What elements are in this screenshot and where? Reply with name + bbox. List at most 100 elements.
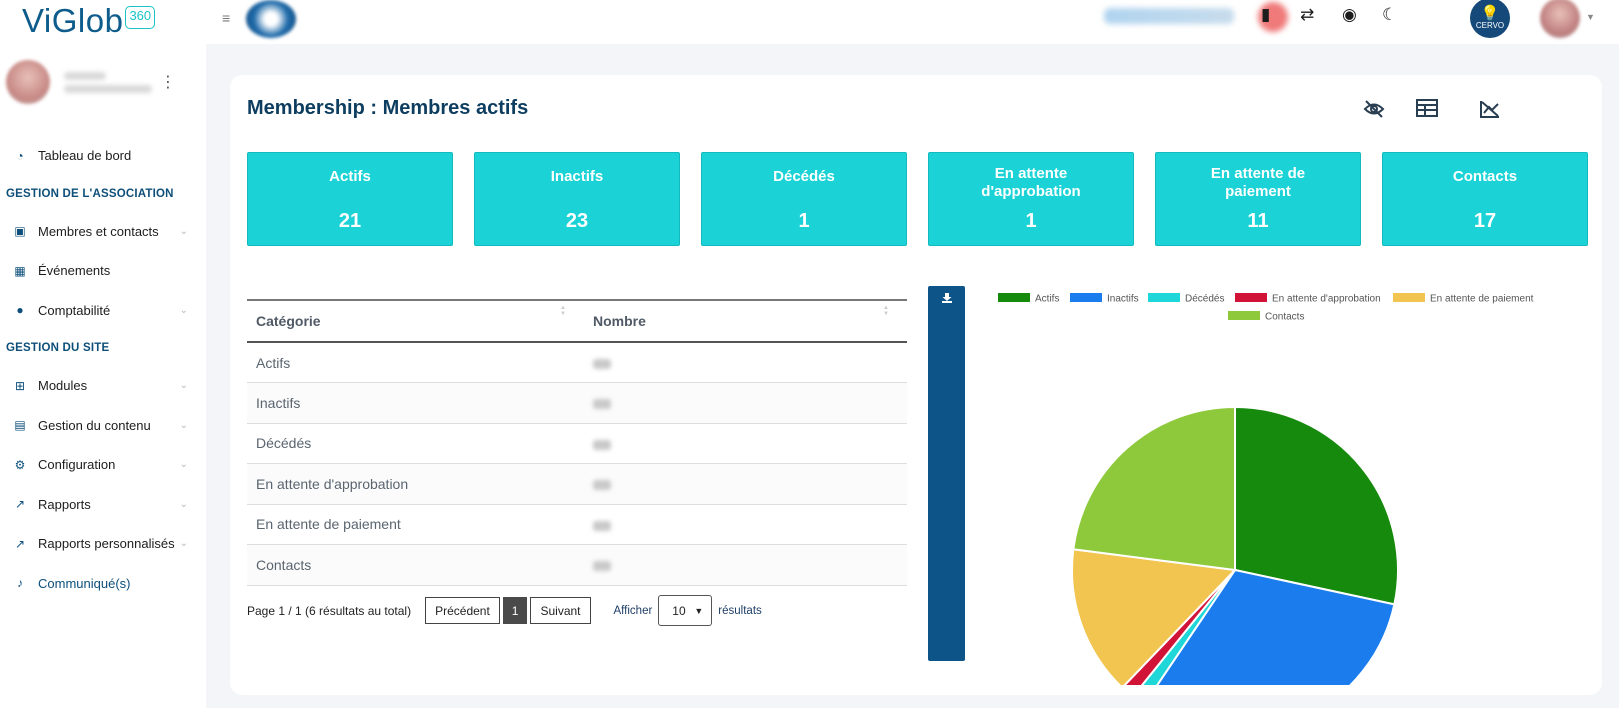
calendar-icon: ▦: [14, 263, 26, 278]
download-icon[interactable]: [928, 292, 965, 307]
category-cell: En attente d'approbation: [247, 463, 584, 505]
table-row[interactable]: Actifs: [247, 342, 907, 383]
kebab-menu-icon[interactable]: ⋮: [160, 74, 176, 91]
pie-slice[interactable]: [1234, 405, 1399, 606]
sidebar-item-label: Gestion du contenu: [38, 417, 151, 433]
legend-item[interactable]: En attente de paiement: [1393, 293, 1534, 305]
current-page-button[interactable]: 1: [502, 597, 528, 624]
bell-icon: ♪: [17, 576, 23, 591]
sidebar-item[interactable]: ◔ Tableau de bord: [0, 136, 206, 176]
stat-card[interactable]: Décédés 1: [701, 152, 907, 246]
table-row[interactable]: Contacts: [247, 544, 907, 586]
stat-label: Inactifs: [550, 168, 604, 185]
sidebar-item[interactable]: ⊞ Modules ⌄: [0, 366, 206, 406]
swap-arrows-icon[interactable]: ⇄: [1300, 5, 1315, 24]
user-profile[interactable]: ⋮: [6, 58, 196, 106]
stat-label: Décédés: [773, 168, 835, 185]
chart-off-icon[interactable]: [1479, 99, 1501, 124]
legend-label: Actifs: [1035, 294, 1059, 305]
stat-card[interactable]: En attente de paiement 11: [1155, 152, 1361, 246]
notification-badge-blurred[interactable]: [1258, 2, 1288, 32]
per-page-select[interactable]: 10 ▼: [658, 595, 713, 626]
count-cell-blurred: [584, 382, 907, 424]
category-cell: Inactifs: [247, 382, 584, 424]
legend-item[interactable]: Inactifs: [1070, 293, 1139, 305]
show-label: Afficher: [613, 604, 653, 617]
address-book-icon: ▣: [14, 224, 26, 239]
stat-card[interactable]: Inactifs 23: [474, 152, 680, 246]
chevron-down-icon[interactable]: ⌄: [179, 225, 188, 237]
sidebar-item-label: Membres et contacts: [38, 223, 159, 239]
table-row[interactable]: En attente d'approbation: [247, 463, 907, 505]
sidebar-section-label: GESTION DU SITE: [6, 342, 110, 354]
eye-icon[interactable]: ◉: [1342, 5, 1357, 24]
chevron-down-icon[interactable]: ⌄: [179, 538, 188, 550]
chevron-down-icon[interactable]: ▼: [1586, 12, 1595, 22]
stat-label: En attente d'approbation: [981, 165, 1081, 200]
legend-item[interactable]: En attente d'approbation: [1235, 293, 1381, 305]
sidebar-item[interactable]: ▦ Événements: [0, 251, 206, 291]
sidebar-item[interactable]: ● Comptabilité ⌄: [0, 291, 206, 331]
stat-label: En attente de paiement: [1210, 165, 1306, 200]
logo-badge: 360: [125, 5, 156, 29]
next-page-button[interactable]: Suivant: [530, 597, 591, 624]
previous-page-button[interactable]: Précédent: [425, 597, 500, 624]
legend-item[interactable]: Décédés: [1148, 293, 1224, 305]
sidebar-item[interactable]: ⚙ Configuration ⌄: [0, 445, 206, 485]
stat-card[interactable]: Actifs 21: [247, 152, 453, 246]
sidebar-item[interactable]: ▤ Gestion du contenu ⌄: [0, 406, 206, 446]
legend-label: Contacts: [1265, 312, 1304, 323]
eye-slash-icon[interactable]: [1363, 99, 1385, 124]
chevron-down-icon[interactable]: ⌄: [179, 459, 188, 471]
legend-label: Décédés: [1185, 294, 1224, 305]
sort-icon[interactable]: ▲ ▼: [883, 305, 889, 317]
download-panel[interactable]: [928, 286, 965, 661]
file-icon: ▤: [14, 418, 26, 433]
hamburger-icon[interactable]: ≡: [222, 10, 231, 26]
stat-value: 17: [1473, 210, 1497, 232]
sidebar-item[interactable]: ↗ Rapports personnalisés ⌄: [0, 524, 206, 564]
sidebar: ViGlob 360 ⋮ ◔ Tableau de bord GESTION DE …: [0, 0, 206, 708]
table-view-icon[interactable]: [1416, 99, 1438, 122]
table-row[interactable]: Inactifs: [247, 382, 907, 424]
file-code-icon[interactable]: ▮: [1261, 5, 1271, 24]
count-cell-blurred: [584, 504, 907, 545]
stat-label: Actifs: [329, 168, 371, 185]
stat-value: 21: [338, 210, 362, 232]
legend-item[interactable]: Contacts: [1228, 311, 1304, 323]
column-header-count[interactable]: Nombre ▲ ▼: [584, 299, 907, 343]
app-logo[interactable]: ViGlob 360: [22, 2, 156, 40]
category-cell: Contacts: [247, 544, 584, 586]
money-bag-icon: ●: [16, 303, 24, 318]
category-table: Catégorie ▲ ▼ Nombre ▲ ▼ Actifs Inactifs Décéd…: [247, 299, 907, 586]
sidebar-item-label: Tableau de bord: [38, 148, 132, 164]
gears-icon: ⚙: [14, 457, 26, 472]
stat-card[interactable]: En attente d'approbation 1: [928, 152, 1134, 246]
sidebar-item-label: Rapports: [38, 496, 91, 512]
stat-cards: Actifs 21 Inactifs 23 Décédés 1 En attente d'a…: [247, 152, 1588, 246]
chevron-down-icon[interactable]: ⌄: [179, 498, 188, 510]
sidebar-item[interactable]: ♪ Communiqué(s): [0, 564, 206, 604]
pie-slice[interactable]: [1072, 405, 1236, 572]
count-cell-blurred: [584, 544, 907, 586]
legend-swatch: [1148, 293, 1180, 302]
chevron-down-icon[interactable]: ⌄: [179, 419, 188, 431]
user-avatar[interactable]: [1540, 0, 1580, 38]
moon-icon[interactable]: ☾: [1382, 5, 1398, 24]
column-header-category[interactable]: Catégorie ▲ ▼: [247, 299, 584, 343]
table-row[interactable]: Décédés: [247, 423, 907, 464]
pie-slice[interactable]: [1071, 548, 1238, 685]
legend-item[interactable]: Actifs: [998, 293, 1059, 305]
chevron-down-icon[interactable]: ⌄: [179, 380, 188, 392]
sidebar-item[interactable]: ↗ Rapports ⌄: [0, 485, 206, 525]
table-row[interactable]: En attente de paiement: [247, 504, 907, 545]
chevron-down-icon[interactable]: ⌄: [179, 304, 188, 316]
sidebar-item[interactable]: ▣ Membres et contacts ⌄: [0, 212, 206, 252]
sidebar-item-label: Comptabilité: [38, 302, 111, 318]
avatar[interactable]: [6, 60, 50, 104]
sidebar-section-label: GESTION DE L'ASSOCIATION: [6, 187, 174, 200]
sort-icon[interactable]: ▲ ▼: [560, 305, 566, 317]
cervo-lightbulb-icon[interactable]: 💡 CERVO: [1470, 0, 1510, 38]
stat-value: 11: [1247, 210, 1269, 232]
stat-card[interactable]: Contacts 17: [1382, 152, 1588, 246]
